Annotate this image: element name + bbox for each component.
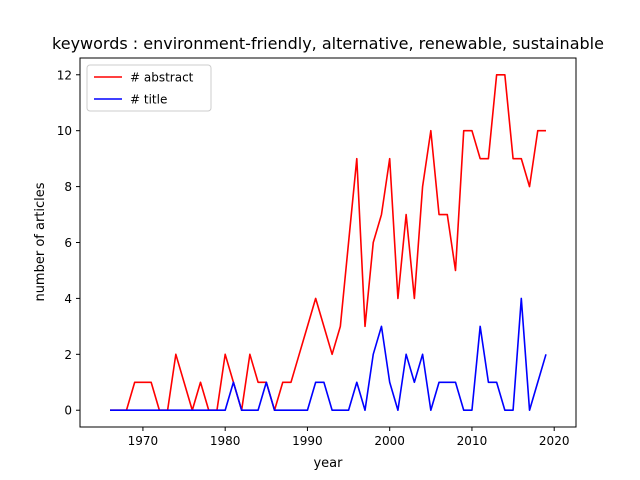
legend-label: # abstract — [130, 71, 194, 85]
y-tick-label: 0 — [64, 404, 72, 418]
y-tick-label: 10 — [57, 124, 72, 138]
y-tick-label: 2 — [64, 348, 72, 362]
x-axis: 1970 1980 1990 2000 2010 2020 — [128, 427, 570, 448]
y-tick-label: 4 — [64, 292, 72, 306]
legend-label: # title — [130, 93, 167, 107]
y-tick-label: 8 — [64, 180, 72, 194]
x-tick-label: 1970 — [128, 434, 159, 448]
y-tick-label: 12 — [57, 68, 72, 82]
x-axis-label: year — [313, 456, 343, 471]
y-axis-label: number of articles — [33, 182, 48, 301]
series-line-title — [110, 297, 547, 412]
legend: # abstract # title — [86, 64, 212, 112]
x-tick-label: 2020 — [539, 434, 570, 448]
y-tick-label: 6 — [64, 236, 72, 250]
series-line-abstract — [110, 73, 546, 412]
y-axis: 0 2 4 6 8 10 12 — [57, 68, 80, 418]
plot-area — [110, 73, 547, 412]
chart-title: keywords : environment-friendly, alterna… — [52, 34, 604, 53]
x-tick-label: 2010 — [457, 434, 488, 448]
x-tick-label: 1990 — [292, 434, 323, 448]
x-tick-label: 1980 — [210, 434, 241, 448]
x-tick-label: 2000 — [374, 434, 405, 448]
